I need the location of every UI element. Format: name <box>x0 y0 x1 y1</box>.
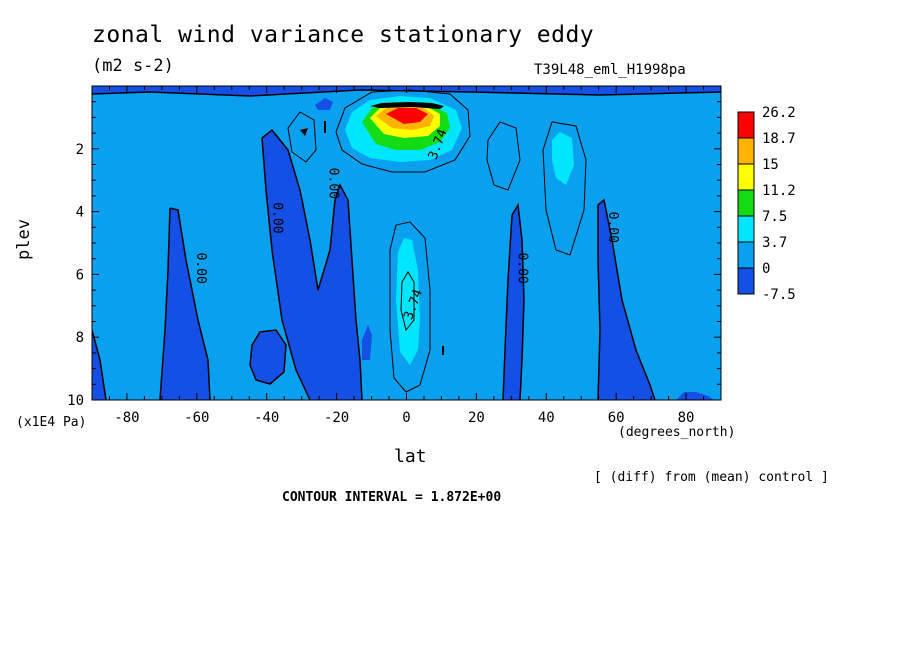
contour-line-40n <box>542 121 587 256</box>
colorbar-label: 0 <box>762 261 770 277</box>
y-tick-label: 10 <box>67 393 84 409</box>
contour-fill-layer <box>92 86 721 400</box>
zero-contour-top <box>92 89 721 97</box>
neg-region-30n <box>503 205 524 400</box>
x-tick-label: 40 <box>538 410 555 426</box>
neg-region-30s <box>262 130 362 400</box>
colorbar-swatch <box>737 189 755 217</box>
contour-lines <box>287 89 587 393</box>
neg-region-15s-tail <box>362 325 372 360</box>
contour-mark-30s <box>300 128 308 136</box>
x-tick-label: -80 <box>114 410 139 426</box>
y-tick-label: 8 <box>76 330 84 346</box>
colorbar-swatch <box>737 111 755 139</box>
neg-region-north-pole-bottom <box>676 392 714 400</box>
jet-core-dark-edge <box>370 102 444 109</box>
colorbar-swatch <box>737 241 755 269</box>
x-axis-label: lat <box>394 446 427 467</box>
neg-region-40s-blob <box>250 330 286 384</box>
chart-title: zonal wind variance stationary eddy <box>92 22 595 48</box>
colorbar-label: 7.5 <box>762 209 787 225</box>
colorbar: 26.2 18.7 15 11.2 7.5 3.7 0 -7.5 <box>737 105 796 303</box>
colorbar-label: 18.7 <box>762 131 796 147</box>
contour-label: 0.00 <box>326 168 341 199</box>
contour-line-equator-inner <box>400 271 415 332</box>
y-axis-units: (x1E4 Pa) <box>16 415 87 430</box>
neg-region-60s <box>160 208 210 400</box>
x-tick-label: 60 <box>608 410 625 426</box>
zero-contour-30s-west <box>261 137 311 400</box>
zero-contour-30s <box>261 128 363 400</box>
zero-contour-far-south <box>92 329 107 400</box>
contour-line-20n <box>486 121 521 191</box>
contour-mark-25s <box>324 121 326 133</box>
pos-region-60n-3-7 <box>552 132 574 185</box>
y-axis: 2 4 6 8 10 <box>67 101 721 409</box>
contour-label: 0.00 <box>270 202 285 233</box>
x-axis-units: (degrees_north) <box>618 425 736 440</box>
x-tick-label: -60 <box>184 410 209 426</box>
y-tick-label: 6 <box>76 267 84 283</box>
x-tick-label: -20 <box>324 410 349 426</box>
contour-line-30s <box>287 111 317 163</box>
zero-contour-60s-west <box>159 207 171 400</box>
colorbar-label: 15 <box>762 157 779 173</box>
neg-region-60n <box>598 200 655 400</box>
contour-line-outer-jet <box>335 89 471 173</box>
units-label: (m2 s-2) <box>92 56 174 76</box>
colorbar-swatch <box>737 215 755 243</box>
y-tick-label: 2 <box>76 142 84 158</box>
zero-contour-30n <box>502 202 525 400</box>
colorbar-label: 11.2 <box>762 183 796 199</box>
colorbar-swatch <box>737 137 755 165</box>
contour-label: 0.00 <box>605 212 620 243</box>
x-tick-label: 80 <box>678 410 695 426</box>
zero-contours <box>92 89 721 400</box>
neg-region-south-pole-blob <box>315 98 333 110</box>
y-tick-label: 4 <box>76 205 84 221</box>
zero-contour-60s <box>169 207 211 400</box>
contour-mark-10n <box>442 346 444 355</box>
contour-interval-label: CONTOUR INTERVAL = 1.872E+00 <box>282 490 502 505</box>
x-tick-label: -40 <box>254 410 279 426</box>
contour-label: 0.00 <box>193 252 208 283</box>
zero-contour-60n <box>597 198 656 400</box>
colorbar-swatch <box>737 267 755 295</box>
x-tick-label: 0 <box>402 410 410 426</box>
zero-contour-40s-blob <box>249 329 287 385</box>
colorbar-label: 3.7 <box>762 235 787 251</box>
pos-region-equator-3-7 <box>396 238 420 365</box>
contour-line-equator <box>389 221 431 393</box>
x-tick-label: 20 <box>468 410 485 426</box>
diff-label: [ (diff) from (mean) control ] <box>594 470 829 485</box>
colorbar-label: -7.5 <box>762 287 796 303</box>
colorbar-label: 26.2 <box>762 105 796 121</box>
neg-region-far-south <box>92 330 106 400</box>
x-axis: -80 -60 -40 -20 0 20 40 60 80 <box>91 86 722 426</box>
colorbar-swatch <box>737 163 755 191</box>
pos-region-jet-18-7 <box>386 108 428 124</box>
run-label: T39L48_eml_H1998pa <box>534 62 686 78</box>
contour-label: 0.00 <box>514 252 529 283</box>
